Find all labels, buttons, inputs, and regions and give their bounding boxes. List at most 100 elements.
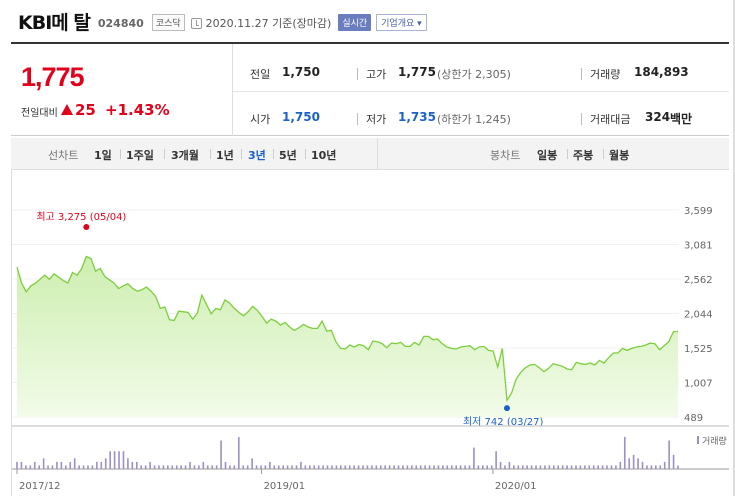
volume-bar bbox=[499, 461, 502, 469]
base-date: 2020.11.27 기준(장마감) bbox=[205, 16, 332, 30]
divider bbox=[357, 68, 358, 80]
volume-bar bbox=[109, 451, 111, 469]
volume-bar bbox=[313, 465, 316, 469]
market-badge: 코스닥 bbox=[151, 14, 185, 31]
volume-bar bbox=[78, 465, 80, 469]
volume-bar bbox=[579, 465, 582, 469]
volume-bar bbox=[544, 465, 546, 469]
volume-bar bbox=[442, 465, 444, 469]
volume-bar bbox=[64, 465, 67, 469]
price-chart: 3,599 3,081 2,562 2,044 1,525 1,007 489 최고 3,2… bbox=[11, 206, 729, 492]
volume-bar bbox=[526, 465, 528, 469]
divider bbox=[210, 149, 211, 159]
volume-bar bbox=[490, 465, 493, 469]
volume-bar bbox=[379, 465, 382, 469]
volume-bar bbox=[393, 465, 395, 469]
divider bbox=[567, 149, 568, 159]
volume-bar bbox=[415, 465, 418, 469]
candle-daily[interactable]: 일봉 bbox=[537, 149, 558, 162]
volume-bar bbox=[530, 465, 533, 469]
volume-bar bbox=[677, 465, 679, 469]
volume-bar bbox=[495, 451, 497, 469]
period-1y[interactable]: 1년 bbox=[216, 149, 234, 162]
volume-bar bbox=[632, 454, 635, 469]
period-5y[interactable]: 5년 bbox=[279, 149, 297, 162]
volume-bar bbox=[42, 458, 45, 469]
volume-bar bbox=[570, 465, 573, 469]
volume-bar bbox=[175, 465, 178, 469]
volume-bar bbox=[277, 465, 280, 469]
volume-bar bbox=[455, 465, 457, 469]
volume-bar bbox=[242, 465, 245, 469]
x-tick-label: 2017/12 bbox=[19, 481, 61, 492]
period-3m[interactable]: 3개월 bbox=[171, 149, 199, 162]
volume-bar bbox=[513, 465, 515, 469]
divider bbox=[305, 149, 306, 159]
y-tick-label: 3,599 bbox=[684, 206, 713, 217]
volume-bar bbox=[623, 437, 626, 469]
volume-bar bbox=[308, 465, 311, 469]
change-amount: 25 bbox=[75, 101, 96, 119]
divider bbox=[377, 138, 378, 170]
period-10y[interactable]: 10년 bbox=[311, 149, 337, 162]
volume-bar bbox=[566, 465, 568, 469]
volume-bar bbox=[238, 437, 240, 469]
volume-bar bbox=[357, 465, 360, 469]
up-triangle-icon bbox=[61, 104, 73, 115]
volume-bar bbox=[592, 465, 595, 469]
volume-bar bbox=[295, 465, 298, 469]
period-1w[interactable]: 1주일 bbox=[126, 149, 154, 162]
volume-bar bbox=[340, 465, 342, 469]
volume-bar bbox=[251, 458, 253, 469]
volume-bar bbox=[149, 461, 151, 469]
volume-bar bbox=[637, 458, 639, 469]
volume-bar bbox=[171, 465, 174, 469]
volume-bar bbox=[459, 465, 462, 469]
period-1d[interactable]: 1일 bbox=[94, 149, 112, 162]
company-overview-dropdown[interactable]: 기업개요 ▾ bbox=[376, 14, 427, 31]
volume-bar bbox=[246, 465, 249, 469]
volume-bar bbox=[135, 461, 138, 469]
volume-bar bbox=[100, 461, 103, 469]
volume-bar bbox=[162, 465, 165, 469]
volume-bar bbox=[486, 465, 489, 469]
volume-legend-label: 거래량 bbox=[702, 435, 727, 447]
volume-bar bbox=[552, 465, 555, 469]
volume-bar bbox=[419, 465, 422, 469]
price-info-panel: 1,775 전일대비 25 +1.43% 전일 1,750 고가 1,775 (… bbox=[11, 42, 729, 136]
volume-bar bbox=[482, 465, 484, 469]
divider bbox=[164, 149, 165, 159]
volume-bar bbox=[127, 458, 129, 469]
volume-bar bbox=[286, 465, 289, 469]
volume-bar bbox=[606, 465, 608, 469]
volume-bar bbox=[291, 465, 293, 469]
volume-bar bbox=[588, 465, 591, 469]
volume-bar bbox=[655, 465, 657, 469]
high-label: 최고 3,275 (05/04) bbox=[36, 211, 126, 223]
volume-bar bbox=[561, 465, 564, 469]
volume-bar bbox=[215, 465, 218, 469]
realtime-button[interactable]: 실시간 bbox=[338, 14, 372, 31]
volume-bar bbox=[264, 465, 267, 469]
line-chart-label: 선차트 bbox=[48, 149, 79, 162]
y-tick-label: 1,525 bbox=[684, 344, 713, 355]
volume-bar bbox=[33, 461, 36, 469]
volume-bar bbox=[167, 465, 169, 469]
high-value: 1,775 bbox=[398, 65, 436, 79]
volume-bar bbox=[348, 465, 351, 469]
candle-monthly[interactable]: 월봉 bbox=[609, 149, 630, 162]
candle-weekly[interactable]: 주봉 bbox=[573, 149, 594, 162]
stock-name: KBI메 탈 bbox=[18, 11, 91, 34]
period-selector: 선차트 1일 1주일 3개월 1년 3년 5년 10년 봉차트 일봉 주봉 월봉 bbox=[11, 138, 729, 170]
prev-close-value: 1,750 bbox=[282, 65, 320, 79]
volume-bar bbox=[38, 465, 40, 469]
y-tick-label: 1,007 bbox=[684, 379, 713, 390]
volume-bar bbox=[158, 465, 160, 469]
period-3y[interactable]: 3년 bbox=[248, 149, 266, 162]
low-label: 최저 742 (03/27) bbox=[463, 416, 544, 428]
low-label: 저가 bbox=[366, 113, 387, 126]
volume-bar bbox=[335, 465, 338, 469]
volume-bar bbox=[269, 461, 271, 469]
trade-amount-value: 324 bbox=[645, 110, 671, 124]
volume-bar bbox=[433, 465, 435, 469]
